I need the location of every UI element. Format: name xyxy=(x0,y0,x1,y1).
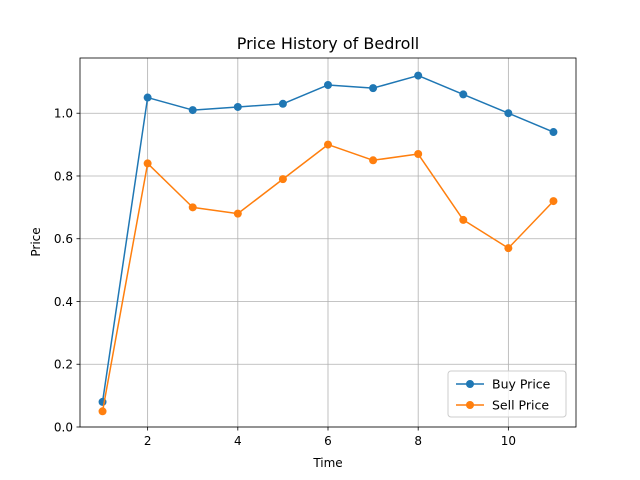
legend: Buy Price Sell Price xyxy=(447,370,567,418)
sell-price-point xyxy=(414,150,423,159)
sell-price-legend-marker xyxy=(466,401,474,409)
plot-area xyxy=(79,57,577,428)
y-tick-label: 0.6 xyxy=(54,232,73,246)
sell-price-point xyxy=(98,407,107,416)
x-axis-label: Time xyxy=(312,456,342,470)
y-tick-label: 0.0 xyxy=(54,421,73,435)
y-tick-label: 1.0 xyxy=(54,107,73,121)
x-tick-label: 8 xyxy=(414,434,422,448)
buy-price-point xyxy=(549,128,558,137)
sell-price-point xyxy=(369,156,378,165)
sell-price-point xyxy=(324,140,332,149)
sell-price-point xyxy=(504,244,513,253)
sell-price-point xyxy=(233,209,242,218)
buy-price-point xyxy=(369,84,378,93)
series-layer xyxy=(98,71,558,416)
sell-price-series xyxy=(98,140,558,416)
y-axis-label: Price xyxy=(29,227,43,256)
sell-price-point xyxy=(143,159,152,168)
sell-price-point xyxy=(549,197,558,206)
buy-price-point xyxy=(143,93,152,102)
x-tick-label: 2 xyxy=(144,434,152,448)
buy-price-point xyxy=(188,106,197,115)
x-tick-label: 6 xyxy=(324,434,332,448)
y-tick-label: 0.2 xyxy=(54,358,73,372)
x-tick-label: 10 xyxy=(501,434,516,448)
buy-price-point xyxy=(459,90,468,99)
axis-ticks: 2 4 6 8 10 0.0 0.2 0.4 0.6 0.8 1.0 xyxy=(54,107,516,448)
buy-price-point xyxy=(414,71,423,80)
buy-price-point xyxy=(324,80,332,89)
chart-title: Price History of Bedroll xyxy=(237,34,420,53)
buy-price-point xyxy=(278,99,287,108)
y-tick-label: 0.4 xyxy=(54,295,73,309)
buy-price-legend-label: Buy Price xyxy=(492,377,551,392)
y-tick-label: 0.8 xyxy=(54,169,73,183)
buy-price-point xyxy=(504,109,513,118)
sell-price-point xyxy=(459,215,468,224)
sell-price-legend-label: Sell Price xyxy=(492,398,549,413)
sell-price-point xyxy=(188,203,197,212)
sell-price-point xyxy=(278,175,287,184)
buy-price-legend-marker xyxy=(466,380,474,388)
buy-price-series xyxy=(98,71,558,406)
buy-price-point xyxy=(233,102,242,111)
x-tick-label: 4 xyxy=(234,434,242,448)
